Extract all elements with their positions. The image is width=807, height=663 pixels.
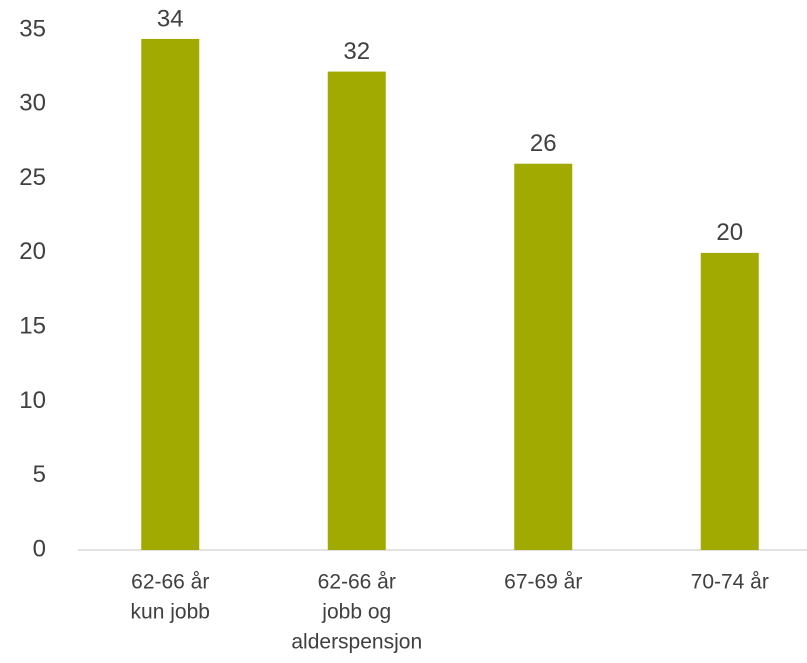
y-tick-label: 35 xyxy=(19,15,46,42)
bar xyxy=(327,71,386,550)
y-tick-label: 30 xyxy=(19,90,46,117)
x-tick-label: alderspensjon xyxy=(291,631,422,654)
x-tick-label: 62-66 år xyxy=(131,571,209,594)
bar xyxy=(700,252,759,550)
data-label: 34 xyxy=(157,5,184,32)
y-tick-label: 15 xyxy=(19,312,46,339)
data-label: 32 xyxy=(343,38,370,65)
data-label: 26 xyxy=(530,130,557,157)
x-tick-label: 70-74 år xyxy=(691,571,769,594)
x-tick-label: 62-66 år xyxy=(318,571,396,594)
x-tick-label: jobb og xyxy=(321,601,391,624)
bar xyxy=(514,163,573,550)
y-tick-label: 25 xyxy=(19,164,46,191)
bar xyxy=(141,38,200,551)
y-tick-label: 0 xyxy=(33,535,46,562)
x-tick-label: 67-69 år xyxy=(504,571,582,594)
data-label: 20 xyxy=(716,219,743,246)
y-tick-label: 20 xyxy=(19,238,46,265)
y-tick-label: 5 xyxy=(33,461,46,488)
x-tick-label: kun jobb xyxy=(131,601,210,624)
y-tick-label: 10 xyxy=(19,387,46,414)
